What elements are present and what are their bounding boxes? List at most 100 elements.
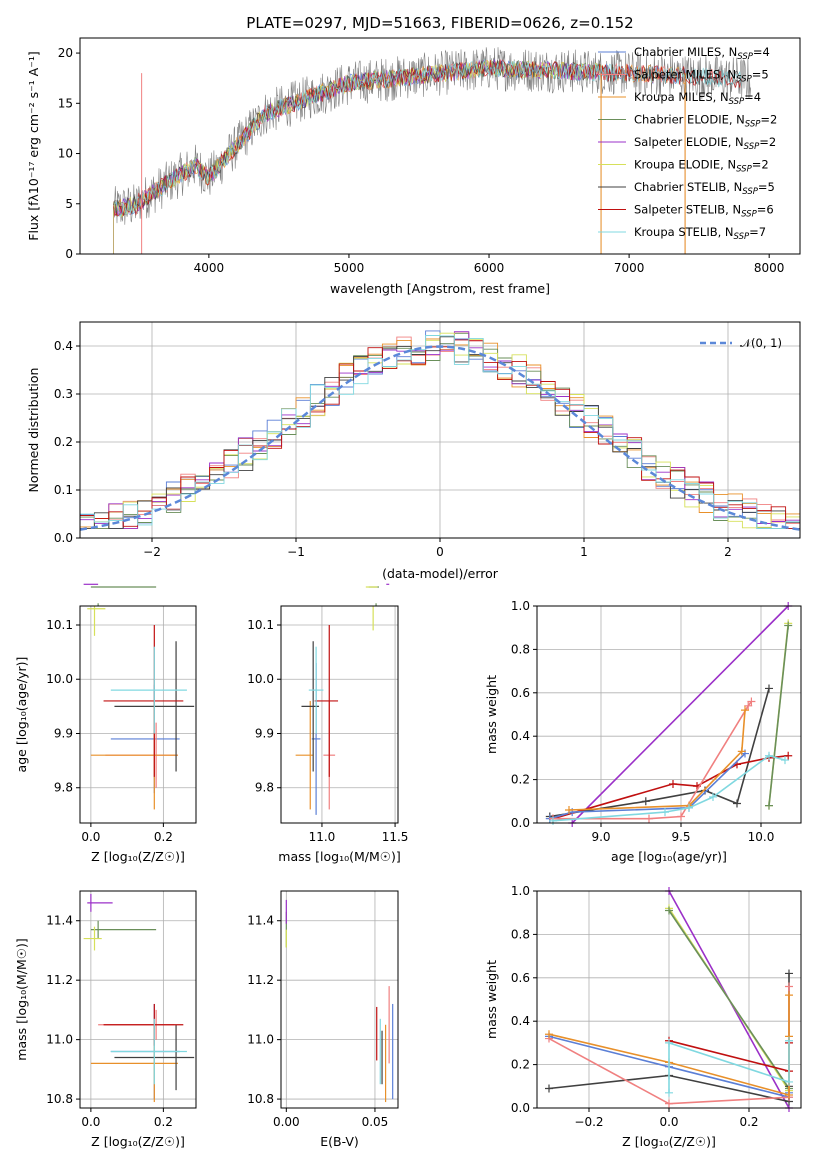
p5-marker bbox=[781, 756, 789, 765]
p5-marker bbox=[677, 812, 685, 821]
p3-y-tick-label: 9.8 bbox=[54, 781, 73, 795]
p8-y-tick-label: 0.0 bbox=[511, 1101, 530, 1115]
p4-y-tick-label: 10.1 bbox=[247, 618, 274, 632]
p6-y-tick-label: 11.2 bbox=[46, 973, 73, 987]
spectrum-x-tick-label: 6000 bbox=[474, 261, 505, 275]
p6-x-label: Z [log₁₀(Z/Z☉)] bbox=[91, 1134, 185, 1149]
legend-label-6: Kroupa ELODIE, NSSP=2 bbox=[634, 158, 769, 175]
p5-series-6 bbox=[549, 753, 746, 820]
p8-marker bbox=[785, 1090, 793, 1099]
p5-series-1 bbox=[571, 605, 789, 824]
p8-y-tick-label: 1.0 bbox=[511, 884, 530, 898]
p3-y-tick-label: 10.0 bbox=[46, 672, 73, 686]
p3-x-tick-label: 0.0 bbox=[81, 830, 100, 844]
p6-y-tick-label: 11.0 bbox=[46, 1033, 73, 1047]
p8-x-tick-label: 0.2 bbox=[739, 1115, 758, 1129]
spectrum-y-tick-label: 5 bbox=[65, 197, 73, 211]
legend-label-1: Chabrier MILES, NSSP=4 bbox=[634, 45, 770, 62]
p7-y-tick-label: 11.2 bbox=[247, 973, 274, 987]
residual-y-label: Normed distribution bbox=[26, 368, 41, 493]
spectrum-panel: PLATE=0297, MJD=51663, FIBERID=0626, z=0… bbox=[26, 14, 801, 296]
p8-marker bbox=[545, 1030, 553, 1039]
p5-marker bbox=[744, 701, 753, 710]
p5-y-label: mass weight bbox=[484, 675, 499, 754]
spectrum-x-tick-label: 8000 bbox=[754, 261, 785, 275]
p8-series-3 bbox=[668, 910, 790, 1089]
p5-marker bbox=[765, 751, 773, 760]
p5-x-tick-label: 9.5 bbox=[671, 830, 690, 844]
p5-marker bbox=[661, 808, 669, 817]
residual-plot-area bbox=[79, 330, 801, 531]
p5-marker bbox=[747, 697, 756, 706]
p5-marker bbox=[645, 814, 653, 823]
p3-y-tick-label: 10.1 bbox=[46, 618, 73, 632]
p5-series-8 bbox=[568, 710, 746, 811]
residual-y-tick-label: 0.4 bbox=[54, 339, 73, 353]
p8-marker bbox=[785, 991, 793, 1000]
legend-label-9: Kroupa STELIB, NSSP=7 bbox=[634, 225, 766, 242]
p5-x-tick-label: 9.0 bbox=[591, 830, 610, 844]
spectrum-x-label: wavelength [Angstrom, rest frame] bbox=[330, 281, 550, 296]
p7-y-tick-label: 10.8 bbox=[247, 1092, 274, 1106]
spectrum-x-tick-label: 4000 bbox=[194, 261, 225, 275]
p5-marker bbox=[784, 751, 793, 760]
p7-x-tick-label: 0.05 bbox=[362, 1115, 389, 1129]
age-vs-mass-panel: 11.0 11.5 9.8 9.9 10.0 10.1 mass [log₁₀(M/M☉)] bbox=[247, 583, 408, 864]
p3-y-tick-label: 9.9 bbox=[54, 726, 73, 740]
mass-vs-ebv-panel: 0.00 0.05 10.8 11.0 11.2 11.4 E(B-V) bbox=[247, 890, 399, 1149]
p8-y-tick-label: 0.4 bbox=[511, 1014, 530, 1028]
residual-x-tick-label: 1 bbox=[580, 545, 588, 559]
p7-x-label: E(B-V) bbox=[320, 1134, 359, 1149]
p7-x-tick-label: 0.00 bbox=[273, 1115, 300, 1129]
residual-y-tick-label: 0.3 bbox=[54, 387, 73, 401]
p5-y-tick-label: 0.4 bbox=[511, 729, 530, 743]
residual-x-ticks: −2 −1 0 1 2 bbox=[143, 538, 732, 559]
p7-y-tick-label: 11.0 bbox=[247, 1033, 274, 1047]
residual-y-tick-label: 0.1 bbox=[54, 483, 73, 497]
p4-frame bbox=[280, 605, 399, 824]
residual-x-tick-label: 2 bbox=[724, 545, 732, 559]
model-spectrum-3 bbox=[113, 60, 686, 254]
p8-marker bbox=[785, 1077, 793, 1086]
p8-y-label: mass weight bbox=[484, 960, 499, 1039]
p8-x-tick-label: 0.0 bbox=[659, 1115, 678, 1129]
p5-marker bbox=[737, 747, 746, 756]
p6-y-label: mass [log₁₀(M/M☉)] bbox=[14, 938, 29, 1060]
spectrum-plot-area bbox=[113, 47, 751, 254]
residual-x-tick-label: −1 bbox=[287, 545, 305, 559]
p5-marker bbox=[565, 805, 573, 814]
p5-marker bbox=[765, 684, 773, 693]
p5-series-7 bbox=[553, 701, 753, 820]
p8-marker bbox=[785, 969, 793, 978]
p5-marker bbox=[669, 779, 677, 788]
p5-marker bbox=[741, 706, 749, 715]
spectrum-y-tick-label: 20 bbox=[58, 46, 73, 60]
legend-label-7: Chabrier STELIB, NSSP=5 bbox=[634, 180, 775, 197]
p5-y-tick-label: 0.6 bbox=[511, 686, 530, 700]
model-spectrum-1 bbox=[113, 59, 686, 254]
spectrum-y-tick-label: 0 bbox=[65, 247, 73, 261]
p6-x-tick-label: 0.2 bbox=[154, 1115, 173, 1129]
p5-y-tick-label: 0.2 bbox=[511, 773, 530, 787]
spectrum-y-ticks: 0 5 10 15 20 bbox=[58, 46, 80, 261]
legend-label-5: Salpeter ELODIE, NSSP=2 bbox=[634, 135, 776, 152]
p8-marker bbox=[665, 1088, 673, 1097]
normal-curve bbox=[79, 345, 801, 531]
p5-y-tick-label: 1.0 bbox=[511, 599, 530, 613]
spectrum-frame bbox=[79, 37, 801, 255]
legend-label-8: Salpeter STELIB, NSSP=6 bbox=[634, 203, 774, 220]
p5-x-tick-label: 10.0 bbox=[748, 830, 775, 844]
p5-x-label: age [log₁₀(age/yr)] bbox=[611, 849, 727, 864]
p5-series-9 bbox=[552, 754, 786, 822]
spectrum-x-tick-label: 7000 bbox=[614, 261, 645, 275]
p8-marker bbox=[785, 982, 793, 991]
p8-y-tick-label: 0.8 bbox=[511, 927, 530, 941]
p8-marker bbox=[665, 1038, 673, 1047]
p5-marker bbox=[685, 803, 693, 812]
residual-y-ticks: 0.0 0.1 0.2 0.3 0.4 bbox=[54, 339, 80, 545]
residual-panel: −2 −1 0 1 2 0.0 0.1 0.2 0.3 0.4 (data-model)/err… bbox=[26, 321, 801, 581]
residual-hist-9 bbox=[80, 335, 800, 529]
residual-y-tick-label: 0.0 bbox=[54, 531, 73, 545]
p3-x-label: Z [log₁₀(Z/Z☉)] bbox=[91, 849, 185, 864]
